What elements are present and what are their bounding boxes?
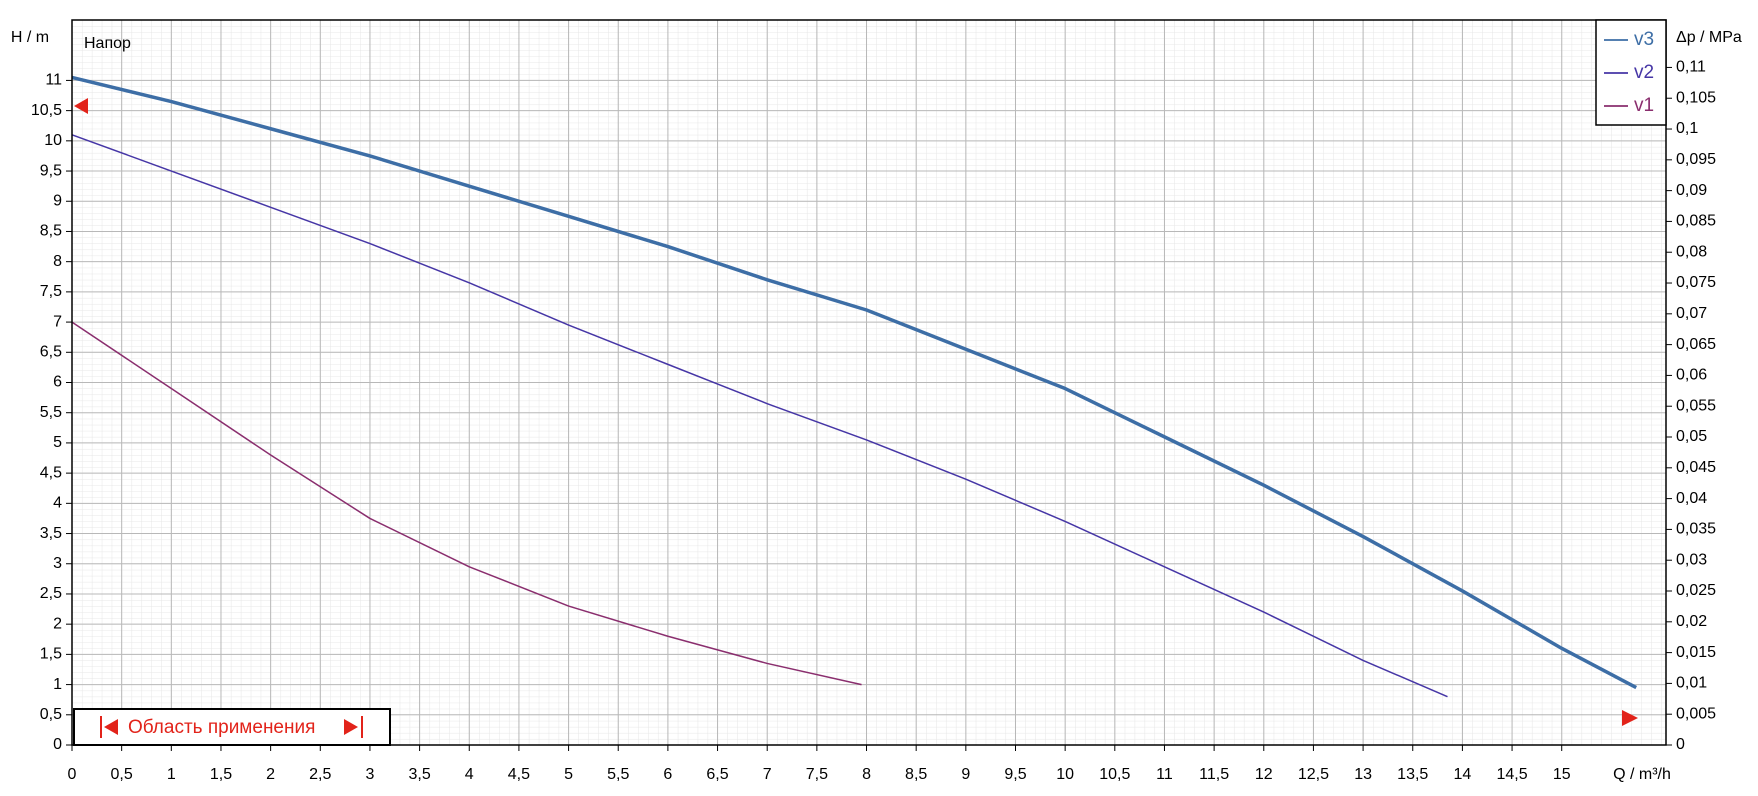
x-tick-label: 14 xyxy=(1454,766,1472,783)
y2-tick-label: 0,01 xyxy=(1676,675,1707,692)
x-tick-label: 6 xyxy=(663,766,672,783)
y2-tick-label: 0,07 xyxy=(1676,305,1707,322)
y-tick-label: 1,5 xyxy=(40,646,62,663)
x-tick-label: 2 xyxy=(266,766,275,783)
y-tick-label: 1 xyxy=(53,676,62,693)
range-label: Область применения xyxy=(128,717,315,738)
curve xyxy=(71,134,1448,698)
curve xyxy=(71,75,1638,690)
chart-title: Напор xyxy=(84,35,131,52)
y2-tick-label: 0,11 xyxy=(1676,59,1706,76)
x-tick-label: 15 xyxy=(1553,766,1571,783)
range-arrow xyxy=(104,719,118,735)
y-tick-label: 7 xyxy=(53,313,62,330)
y2-tick-label: 0,025 xyxy=(1676,582,1716,599)
x-tick-label: 9 xyxy=(961,766,970,783)
y2-axis-label: Δp / MPa xyxy=(1676,29,1742,46)
x-tick-label: 0,5 xyxy=(111,766,133,783)
x-tick-label: 13,5 xyxy=(1397,766,1428,783)
range-box: Область применения xyxy=(73,708,391,746)
y-tick-label: 9,5 xyxy=(40,162,62,179)
x-tick-label: 11,5 xyxy=(1199,766,1229,783)
y2-tick-label: 0 xyxy=(1676,736,1685,753)
x-tick-label: 13 xyxy=(1354,766,1372,783)
x-tick-label: 14,5 xyxy=(1496,766,1527,783)
x-tick-label: 8,5 xyxy=(905,766,927,783)
y-tick-label: 8,5 xyxy=(40,223,62,240)
y-tick-label: 4 xyxy=(53,495,62,512)
y2-tick-label: 0,085 xyxy=(1676,213,1716,230)
range-frame xyxy=(73,708,391,746)
x-tick-label: 4 xyxy=(465,766,474,783)
y2-tick-label: 0,02 xyxy=(1676,613,1707,630)
y2-tick-label: 0,09 xyxy=(1676,182,1707,199)
x-tick-label: 4,5 xyxy=(508,766,530,783)
x-tick-label: 3,5 xyxy=(408,766,430,783)
x-tick-label: 11 xyxy=(1156,766,1173,783)
y-tick-label: 3 xyxy=(53,555,62,572)
x-tick-label: 1 xyxy=(167,766,176,783)
y-tick-label: 8 xyxy=(53,253,62,270)
y-tick-label: 6,5 xyxy=(40,344,62,361)
y2-tick-label: 0,035 xyxy=(1676,521,1716,538)
y-tick-label: 0,5 xyxy=(40,706,62,723)
y-tick-label: 9 xyxy=(53,192,62,209)
x-tick-label: 12 xyxy=(1255,766,1273,783)
curve xyxy=(71,321,862,686)
y2-tick-label: 0,075 xyxy=(1676,274,1716,291)
y2-tick-label: 0,08 xyxy=(1676,243,1707,260)
y2-tick-label: 0,105 xyxy=(1676,89,1716,106)
y2-tick-label: 0,06 xyxy=(1676,367,1707,384)
x-tick-label: 12,5 xyxy=(1298,766,1329,783)
x-tick-label: 5,5 xyxy=(607,766,629,783)
x-tick-label: 7 xyxy=(763,766,772,783)
y-tick-label: 3,5 xyxy=(40,525,62,542)
y-axis-label: H / m xyxy=(11,29,49,46)
y-tick-label: 5,5 xyxy=(40,404,62,421)
y2-tick-label: 0,095 xyxy=(1676,151,1716,168)
y2-tick-label: 0,065 xyxy=(1676,336,1716,353)
x-tick-label: 9,5 xyxy=(1004,766,1026,783)
y2-tick-label: 0,055 xyxy=(1676,397,1716,414)
x-tick-label: 2,5 xyxy=(309,766,331,783)
y2-tick-label: 0,1 xyxy=(1676,120,1698,137)
y2-tick-label: 0,03 xyxy=(1676,551,1707,568)
range-arrow xyxy=(344,719,358,735)
y-tick-label: 10 xyxy=(44,132,62,149)
legend: v3 v2 v1 xyxy=(1595,19,1667,126)
y2-tick-label: 0,05 xyxy=(1676,428,1707,445)
y2-tick-label: 0,045 xyxy=(1676,459,1716,476)
legend-label: v3 xyxy=(1634,29,1654,50)
y2-tick-label: 0,005 xyxy=(1676,705,1716,722)
y-tick-label: 0 xyxy=(53,736,62,753)
legend-label: v1 xyxy=(1634,95,1654,116)
x-tick-label: 10,5 xyxy=(1099,766,1130,783)
x-tick-label: 7,5 xyxy=(806,766,828,783)
y-tick-label: 2 xyxy=(53,615,62,632)
x-tick-label: 3 xyxy=(365,766,374,783)
y-tick-label: 4,5 xyxy=(40,464,62,481)
y-tick-label: 10,5 xyxy=(31,102,62,119)
x-tick-label: 10 xyxy=(1056,766,1074,783)
y-tick-label: 11 xyxy=(45,72,62,89)
x-tick-label: 5 xyxy=(564,766,573,783)
y-tick-label: 5 xyxy=(53,434,62,451)
y-tick-label: 7,5 xyxy=(40,283,62,300)
x-tick-label: 8 xyxy=(862,766,871,783)
x-axis-label: Q / m³/h xyxy=(1613,766,1671,783)
y2-tick-label: 0,015 xyxy=(1676,644,1716,661)
x-tick-label: 1,5 xyxy=(210,766,232,783)
x-tick-label: 0 xyxy=(68,766,77,783)
range-marker xyxy=(1622,710,1638,726)
legend-label: v2 xyxy=(1634,62,1654,83)
y-tick-label: 2,5 xyxy=(40,585,62,602)
range-marker xyxy=(74,98,88,114)
y-tick-label: 6 xyxy=(53,374,62,391)
x-tick-label: 6,5 xyxy=(706,766,728,783)
y2-tick-label: 0,04 xyxy=(1676,490,1707,507)
